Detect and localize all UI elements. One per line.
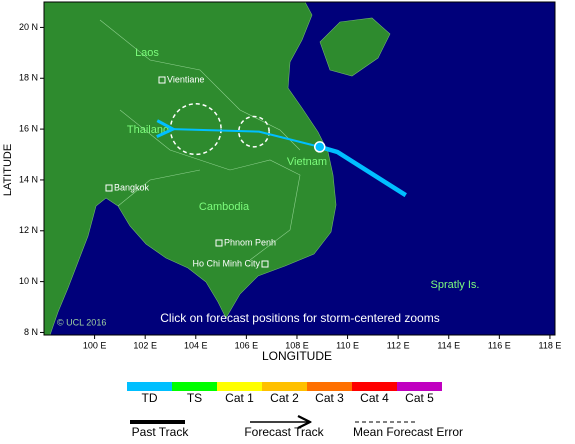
intensity-swatch <box>397 382 442 391</box>
region-label: Spratly Is. <box>431 279 480 291</box>
x-tick-label: 118 E <box>539 340 562 350</box>
city-marker <box>158 76 166 84</box>
y-tick-label: 16 N <box>19 123 38 133</box>
intensity-swatch <box>307 382 352 391</box>
intensity-swatch <box>172 382 217 391</box>
map-frame <box>43 1 556 336</box>
x-tick-label: 114 E <box>437 340 460 350</box>
intensity-label: Cat 1 <box>225 391 254 405</box>
intensity-swatch <box>127 382 172 391</box>
intensity-swatch <box>262 382 307 391</box>
legend-forecast-track: Forecast Track <box>244 425 324 439</box>
region-label: Laos <box>135 47 159 59</box>
forecast-error-circle <box>238 115 270 148</box>
region-label: Cambodia <box>199 201 250 213</box>
y-tick-label: 20 N <box>19 22 38 32</box>
city-marker <box>215 239 223 247</box>
x-tick-label: 112 E <box>387 340 410 350</box>
intensity-label: Cat 2 <box>270 391 299 405</box>
borders <box>99 19 301 261</box>
y-tick-label: 10 N <box>19 276 38 286</box>
intensity-swatch <box>217 382 262 391</box>
city-label: Ho Chi Minh City <box>192 258 260 268</box>
intensity-label: TS <box>187 391 202 405</box>
mainland <box>44 2 337 335</box>
x-tick-label: 108 E <box>285 340 309 350</box>
y-tick-label: 12 N <box>19 225 38 235</box>
intensity-label: Cat 5 <box>405 391 434 405</box>
x-tick-label: 104 E <box>184 340 208 350</box>
intensity-label: TD <box>142 391 158 405</box>
map-area[interactable]: Laos Thailand Vietnam Cambodia Spratly Is. Vi… <box>44 2 555 335</box>
city-marker <box>261 260 269 268</box>
y-tick-label: 18 N <box>19 73 38 83</box>
storm-position[interactable] <box>313 141 326 153</box>
copyright: © UCL 2016 <box>57 317 106 327</box>
x-tick-label: 106 E <box>235 340 259 350</box>
intensity-swatch <box>352 382 397 391</box>
x-tick-label: 116 E <box>488 340 511 350</box>
city-label: Phnom Penh <box>224 237 276 247</box>
intensity-label: Cat 3 <box>315 391 344 405</box>
city-label: Vientiane <box>167 74 204 84</box>
x-tick-label: 110 E <box>336 340 359 350</box>
region-label: Thailand <box>127 124 169 136</box>
legend-error: Mean Forecast Error <box>353 425 463 439</box>
legend-past-track: Past Track <box>132 425 190 439</box>
x-tick-label: 100 E <box>83 340 107 350</box>
city-marker <box>105 184 113 192</box>
hainan <box>319 17 391 77</box>
y-tick-label: 14 N <box>19 174 38 184</box>
city-label: Bangkok <box>114 182 150 192</box>
x-tick-label: 102 E <box>133 340 157 350</box>
y-tick-label: 8 N <box>24 327 38 337</box>
hint: Click on forecast positions for storm-ce… <box>160 311 439 325</box>
region-label: Vietnam <box>287 156 327 168</box>
y-axis-label: LATITUDE <box>2 144 14 196</box>
forecast-track <box>173 129 320 148</box>
x-axis-label: LONGITUDE <box>262 349 332 363</box>
past-track <box>319 144 407 198</box>
intensity-label: Cat 4 <box>360 391 389 405</box>
